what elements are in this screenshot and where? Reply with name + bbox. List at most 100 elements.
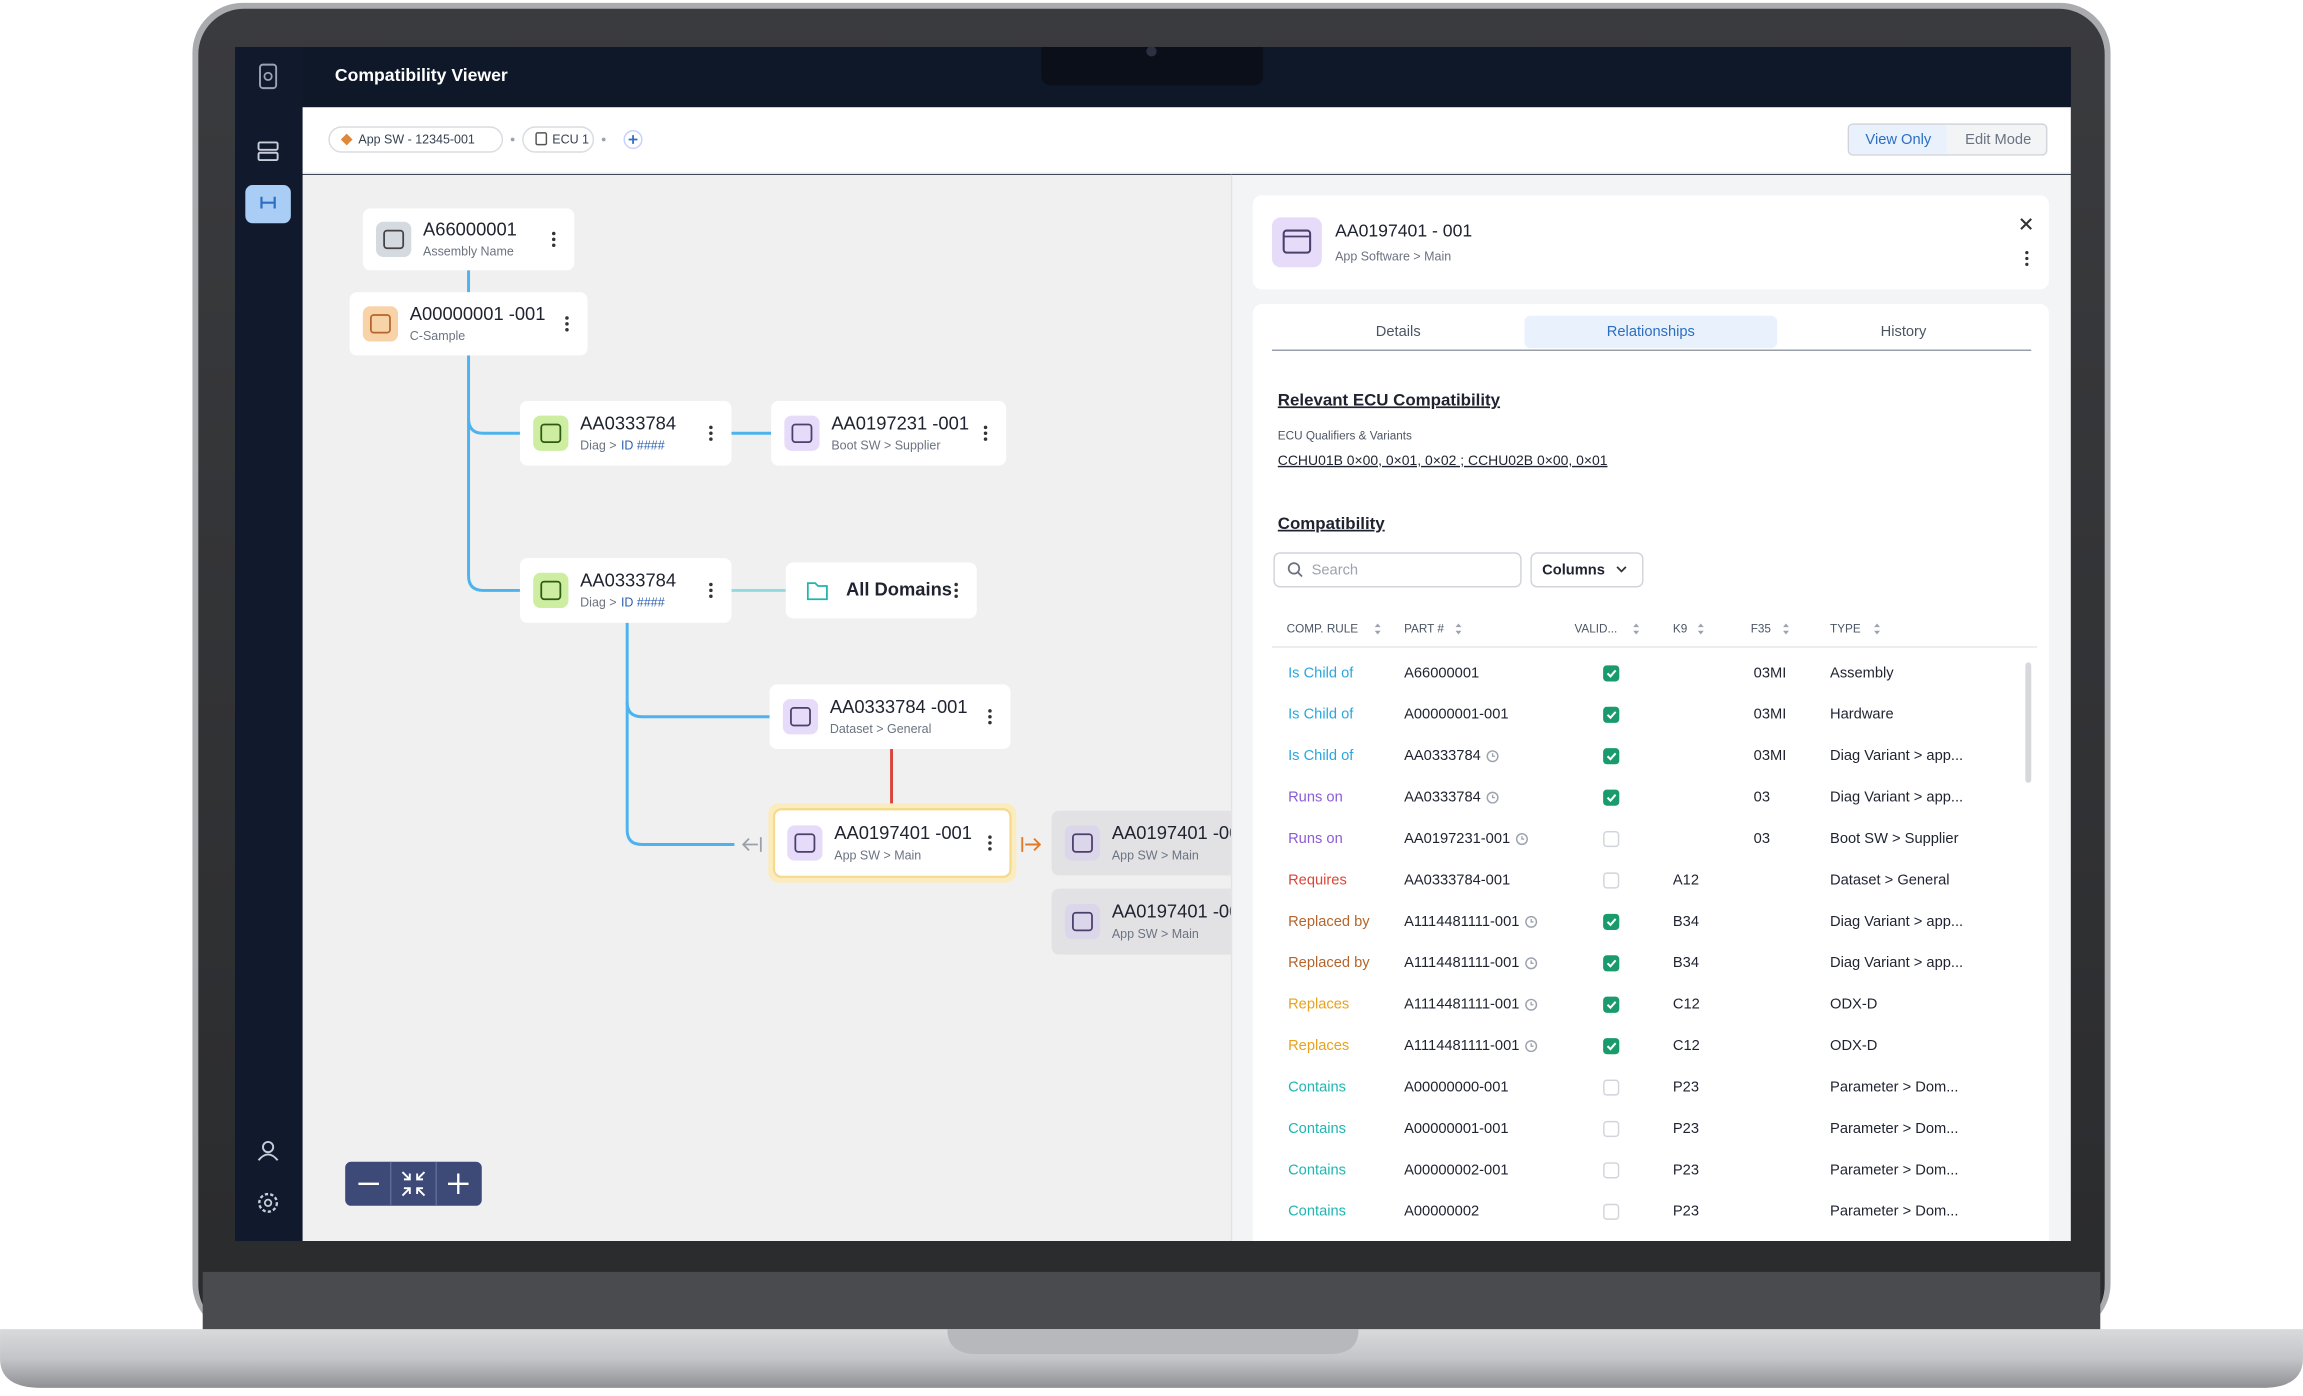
node[interactable] (771, 400, 1007, 466)
node-subtitle: Assembly Name (423, 245, 514, 259)
tab[interactable]: Relationships (1607, 324, 1695, 340)
column-header[interactable]: VALID... (1574, 622, 1617, 635)
node[interactable] (362, 208, 575, 271)
node-menu-dot[interactable] (988, 720, 992, 725)
valid-checkbox (1603, 1038, 1620, 1055)
column-header[interactable]: TYPE (1830, 622, 1861, 635)
node-menu-dot[interactable] (565, 316, 569, 320)
detail-panel: AA0197401 - 001 App Software > Main Deta… (1230, 174, 2071, 1242)
panel-header (1252, 195, 2049, 290)
node-menu-dot[interactable] (709, 582, 713, 587)
node[interactable] (519, 558, 732, 623)
node-icon (533, 415, 569, 451)
search-box[interactable] (1273, 552, 1522, 588)
panel-subtitle: App Software > Main (1335, 249, 1451, 263)
node-menu-dot[interactable] (988, 847, 992, 851)
node[interactable] (1051, 810, 1287, 876)
comp-rule[interactable]: Requires (1288, 872, 1347, 888)
node-menu-dot[interactable] (551, 243, 556, 248)
column-header[interactable]: K9 (1673, 622, 1687, 635)
node-menu-dot[interactable] (709, 425, 713, 430)
node-icon-glyph (370, 314, 391, 334)
node-menu-dot[interactable] (565, 322, 569, 326)
cell-k9: C12 (1673, 1038, 1700, 1054)
node-icon (362, 306, 399, 342)
zoom-dividers (389, 1161, 437, 1206)
node-menu-dot[interactable] (551, 231, 556, 236)
close-button[interactable] (2020, 218, 2032, 230)
node-menu-dot[interactable] (551, 237, 556, 242)
comp-rule[interactable]: Runs on (1288, 831, 1343, 847)
comp-rule[interactable]: Replaces (1288, 1038, 1349, 1054)
comp-rule[interactable]: Is Child of (1288, 665, 1354, 681)
check (1606, 1001, 1617, 1010)
node-menu-dot[interactable] (709, 588, 713, 593)
tab[interactable]: Details (1376, 324, 1421, 340)
nav-database[interactable] (257, 141, 279, 151)
cell-type: Parameter > Dom... (1830, 1204, 1958, 1220)
node[interactable] (772, 808, 1012, 878)
comp-rule[interactable]: Replaces (1288, 997, 1349, 1013)
mode-option[interactable]: Edit Mode (1965, 132, 2031, 148)
compatibility-table: COMP. RULE PART # VALID... K9 F35 TYPE Is Chil… (1287, 622, 1963, 1220)
comp-rule[interactable]: Runs on (1288, 790, 1343, 806)
node-menu-dot[interactable] (709, 431, 713, 436)
cell-type: Diag Variant > app... (1830, 914, 1963, 930)
node-link[interactable]: ID #### (621, 596, 665, 610)
tab[interactable]: History (1881, 324, 1927, 340)
node-menu-dot[interactable] (954, 588, 958, 593)
comp-rule[interactable]: Is Child of (1288, 748, 1354, 764)
node[interactable] (769, 684, 1011, 750)
comp-rule[interactable]: Is Child of (1288, 707, 1354, 723)
column-header[interactable]: F35 (1751, 622, 1772, 635)
column-header[interactable]: PART # (1404, 622, 1444, 635)
scrollbar[interactable] (2025, 662, 2032, 783)
node-menu-dot[interactable] (954, 582, 958, 587)
nav-active[interactable] (245, 185, 291, 224)
node-menu-dot[interactable] (988, 835, 992, 839)
node-menu-dot[interactable] (983, 437, 988, 441)
node-title: A00000001 -001 (410, 303, 546, 324)
part-number: A00000001-001 (1404, 707, 1508, 723)
comp-rule[interactable]: Contains (1288, 1121, 1346, 1137)
node-menu-dot[interactable] (983, 425, 988, 430)
node[interactable] (519, 400, 732, 466)
part-number: A00000001-001 (1404, 1121, 1508, 1137)
node-subtitle: C-Sample (410, 329, 465, 343)
comp-rule[interactable]: Contains (1288, 1079, 1346, 1095)
column-header[interactable]: COMP. RULE (1287, 622, 1359, 635)
node-title: A66000001 (423, 218, 517, 239)
node-menu-dot[interactable] (709, 437, 713, 441)
mode-option[interactable]: View Only (1865, 132, 1931, 148)
node-link[interactable]: ID #### (621, 439, 665, 453)
nav-settings[interactable] (258, 1192, 279, 1213)
node[interactable] (349, 292, 588, 356)
node[interactable] (785, 562, 977, 619)
check (1606, 752, 1617, 761)
comp-rule[interactable]: Contains (1288, 1162, 1346, 1178)
columns-button[interactable] (1530, 552, 1644, 588)
node-icon-glyph (383, 229, 405, 250)
node-menu-dot[interactable] (988, 709, 992, 713)
cell-k9: P23 (1673, 1121, 1699, 1137)
history-icon (1525, 1040, 1538, 1053)
comp-rule[interactable]: Contains (1288, 1204, 1346, 1220)
node[interactable] (1051, 888, 1287, 955)
zoom-fit[interactable] (401, 1171, 426, 1197)
panel-menu[interactable] (2025, 251, 2029, 266)
node-menu-dot[interactable] (988, 714, 992, 719)
add-icon (628, 135, 638, 144)
comp-rule[interactable]: Replaced by (1288, 914, 1370, 930)
node-menu-dot[interactable] (983, 431, 988, 436)
part-number: A00000002-001 (1404, 1162, 1508, 1178)
node-menu-dot[interactable] (954, 594, 958, 599)
node-menu-dot[interactable] (565, 327, 569, 332)
tab-active-bg (1524, 315, 1778, 349)
comp-rule[interactable]: Replaced by (1288, 955, 1370, 971)
breadcrumb[interactable] (328, 126, 504, 153)
zoom-in[interactable] (447, 1173, 469, 1195)
node-menu-dot[interactable] (709, 594, 713, 599)
node-menu-dot[interactable] (988, 841, 992, 845)
cell-type: Hardware (1830, 707, 1894, 723)
nav-user[interactable] (261, 1140, 275, 1154)
